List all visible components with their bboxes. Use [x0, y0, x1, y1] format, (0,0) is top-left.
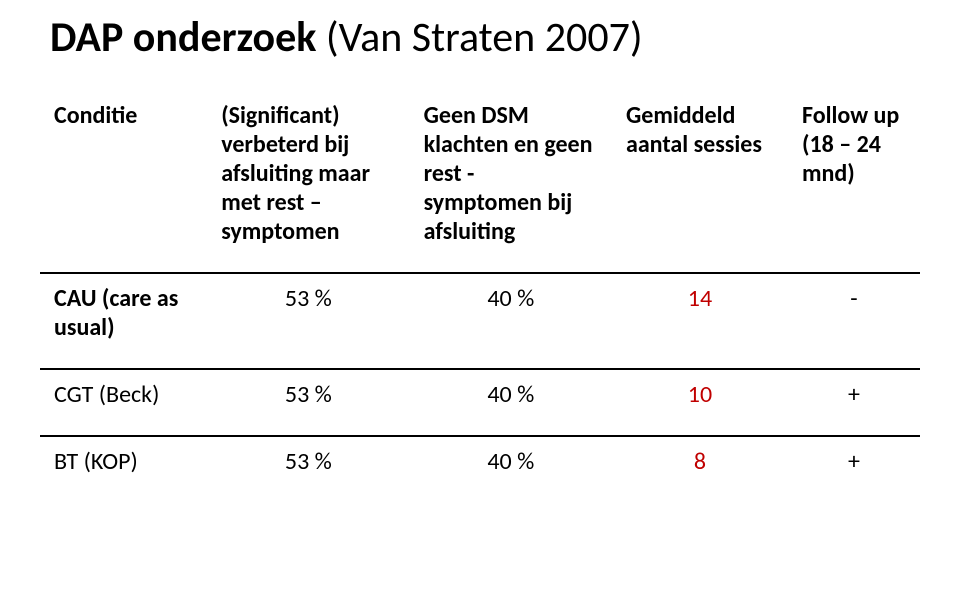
table-row: CAU (care as usual) 53 % 40 % 14 - — [40, 273, 920, 369]
header-geen-dsm: Geen DSM klachten en geen rest - symptom… — [410, 91, 612, 273]
cell-followup: + — [788, 436, 920, 502]
cell-value: 40 % — [410, 273, 612, 369]
slide: DAP onderzoek (Van Straten 2007) Conditi… — [0, 0, 960, 602]
cell-value: 40 % — [410, 369, 612, 436]
cell-sessies: 8 — [612, 436, 788, 502]
cell-sessies: 14 — [612, 273, 788, 369]
header-verbeterd: (Significant) verbeterd bij afsluiting m… — [207, 91, 409, 273]
cell-value: 40 % — [410, 436, 612, 502]
cell-followup: - — [788, 273, 920, 369]
row-label: BT (KOP) — [40, 436, 207, 502]
header-conditie: Conditie — [40, 91, 207, 273]
cell-value: 53 % — [207, 369, 409, 436]
table-row: BT (KOP) 53 % 40 % 8 + — [40, 436, 920, 502]
table-row: CGT (Beck) 53 % 40 % 10 + — [40, 369, 920, 436]
cell-followup: + — [788, 369, 920, 436]
data-table: Conditie (Significant) verbeterd bij afs… — [40, 91, 920, 502]
table-header-row: Conditie (Significant) verbeterd bij afs… — [40, 91, 920, 273]
row-label: CAU (care as usual) — [40, 273, 207, 369]
cell-value: 53 % — [207, 436, 409, 502]
header-sessies: Gemiddeld aantal sessies — [612, 91, 788, 273]
cell-sessies: 10 — [612, 369, 788, 436]
slide-title: DAP onderzoek (Van Straten 2007) — [50, 12, 920, 63]
header-followup: Follow up (18 – 24 mnd) — [788, 91, 920, 273]
row-label: CGT (Beck) — [40, 369, 207, 436]
title-light: (Van Straten 2007) — [316, 12, 642, 63]
title-bold: DAP onderzoek — [50, 12, 316, 63]
cell-value: 53 % — [207, 273, 409, 369]
